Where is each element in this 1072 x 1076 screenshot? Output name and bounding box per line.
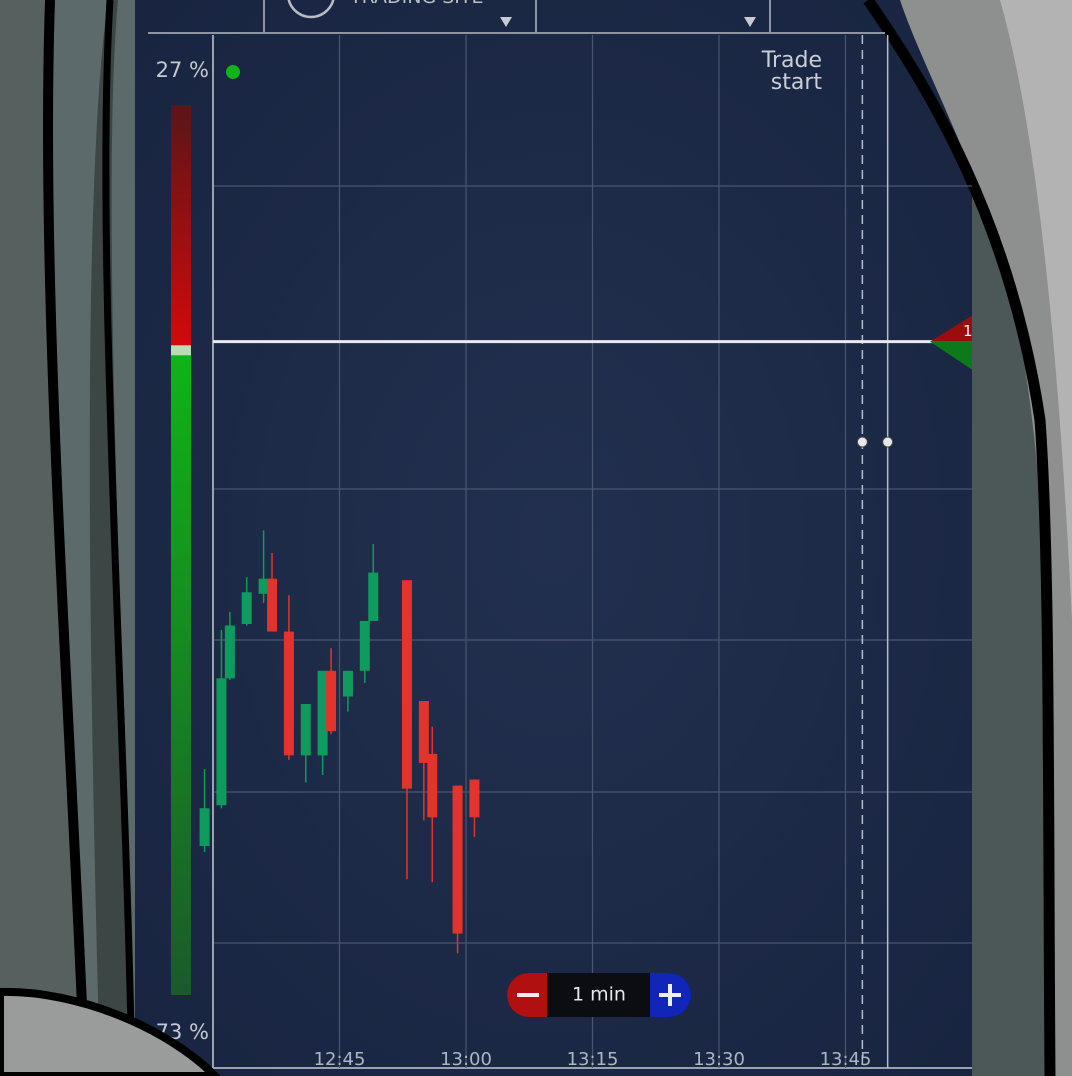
sentiment-sell (171, 105, 191, 346)
candle-body (368, 572, 379, 621)
plot-area (212, 35, 972, 1069)
price-marker-up (930, 315, 972, 342)
duration-label: 1 min (572, 984, 626, 1006)
x-tick-label: 13:45 (820, 1049, 872, 1070)
frame-bezel (900, 0, 1072, 1076)
candle-body (469, 779, 480, 818)
trade-start-dot (856, 436, 868, 448)
candle-body (401, 580, 412, 789)
sentiment-top-label: 27 % (156, 58, 209, 82)
candle-body (300, 704, 311, 756)
dropdown-arrow[interactable] (500, 17, 512, 27)
candle-body (359, 620, 370, 671)
x-tick-label: 13:15 (567, 1049, 619, 1070)
minus-icon (517, 993, 539, 997)
dropdown-arrow[interactable] (744, 17, 756, 27)
live-indicator (226, 65, 240, 79)
frame-corner (0, 987, 221, 1076)
candle-body (317, 670, 328, 756)
sentiment-divider (171, 345, 191, 356)
candle-body (241, 592, 252, 624)
x-tick-label: 12:45 (314, 1049, 366, 1070)
duration-control (507, 973, 691, 1017)
trade-start-label: Trade start (761, 48, 822, 95)
candle-body (418, 701, 429, 763)
candle-body (258, 578, 269, 594)
frame-outline (102, 0, 136, 1076)
chart-screen (135, 0, 972, 1076)
frame-outline (863, 0, 1056, 1076)
expiry-dot (882, 436, 894, 448)
frame-left (0, 0, 85, 1076)
candle-body (342, 670, 353, 697)
plus-icon (668, 984, 672, 1006)
candle-body (224, 625, 235, 679)
frame-outline (43, 0, 90, 1076)
candle-body (283, 631, 294, 756)
candle-body (452, 785, 463, 934)
candle-body (267, 578, 278, 632)
frame-highlight (1000, 0, 1072, 620)
candle-body (427, 753, 438, 818)
candle-body (326, 670, 337, 732)
site-title[interactable]: TRADING SITE (349, 0, 484, 8)
price-marker-down (930, 341, 972, 370)
x-tick-label: 13:30 (693, 1049, 745, 1070)
x-tick-label: 13:00 (440, 1049, 492, 1070)
candle-body (216, 678, 227, 806)
price-marker-label: 1 (963, 322, 973, 340)
candle-body (199, 808, 210, 846)
sentiment-buy (171, 345, 191, 995)
site-logo[interactable] (287, 0, 335, 19)
